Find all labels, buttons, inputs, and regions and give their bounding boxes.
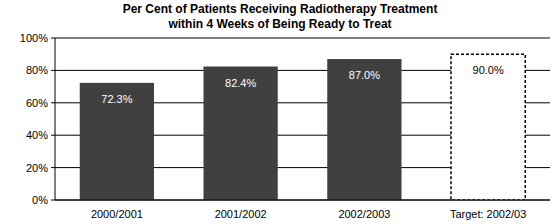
y-tick-label: 100% bbox=[20, 32, 48, 44]
y-tick bbox=[51, 167, 55, 168]
y-axis bbox=[55, 38, 56, 200]
data-label: 90.0% bbox=[473, 64, 504, 76]
data-label: 87.0% bbox=[349, 69, 380, 81]
bar bbox=[451, 54, 525, 200]
y-tick-label: 20% bbox=[26, 162, 48, 174]
x-tick-label: 2002/2003 bbox=[338, 208, 390, 220]
bar bbox=[327, 59, 401, 200]
data-labels: 72.3% 82.4% 87.0% 90.0% bbox=[101, 64, 504, 105]
bars bbox=[80, 54, 526, 200]
y-tick bbox=[51, 200, 55, 201]
data-label: 82.4% bbox=[225, 77, 256, 89]
bar bbox=[80, 83, 154, 200]
grid-line bbox=[55, 38, 550, 39]
y-tick bbox=[51, 70, 55, 71]
chart-title: Per Cent of Patients Receiving Radiother… bbox=[0, 2, 560, 32]
x-axis bbox=[55, 200, 550, 201]
data-label: 72.3% bbox=[101, 93, 132, 105]
x-tick-label: Target: 2002/03 bbox=[450, 208, 526, 220]
y-tick bbox=[51, 102, 55, 103]
y-tick-label: 0% bbox=[32, 194, 48, 206]
y-tick-label: 40% bbox=[26, 129, 48, 141]
grid-line bbox=[55, 200, 550, 201]
x-tick-label: 2001/2002 bbox=[215, 208, 267, 220]
x-tick-label: 2000/2001 bbox=[91, 208, 143, 220]
chart: 0% 20% 40% 60% 80% 100% 72.3% 82.4% 87.0% 90.0% 20… bbox=[0, 0, 560, 224]
bar bbox=[204, 67, 278, 200]
y-tick-label: 60% bbox=[26, 97, 48, 109]
y-tick bbox=[51, 38, 55, 39]
y-tick bbox=[51, 135, 55, 136]
y-tick-label: 80% bbox=[26, 64, 48, 76]
